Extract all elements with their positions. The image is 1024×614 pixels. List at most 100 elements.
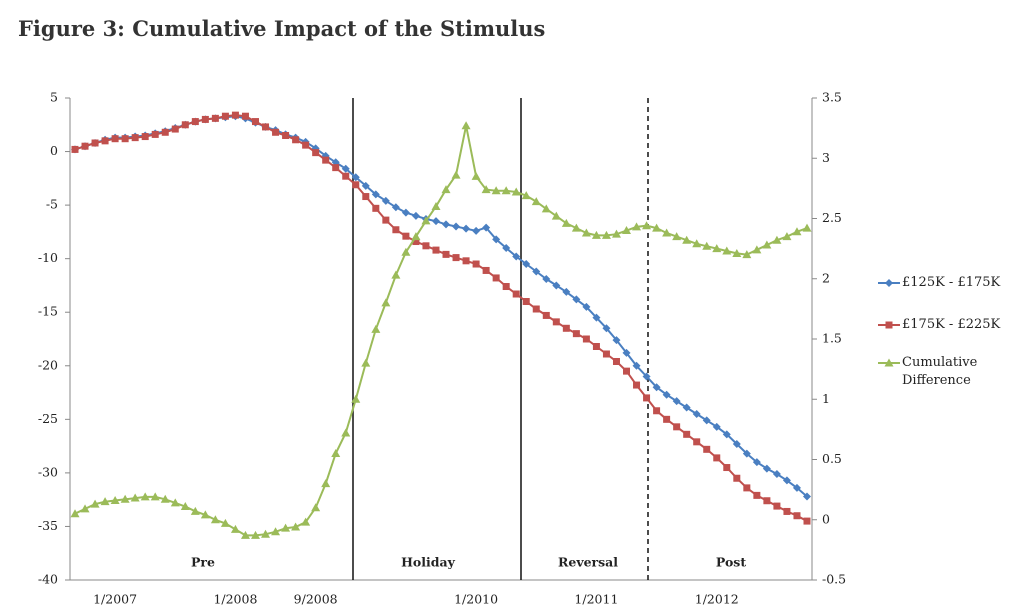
- marker: [552, 318, 560, 326]
- marker: [612, 357, 620, 365]
- marker: [180, 501, 190, 510]
- marker: [802, 223, 812, 232]
- marker: [642, 372, 651, 381]
- marker: [592, 313, 601, 322]
- marker: [612, 336, 621, 345]
- marker: [190, 506, 200, 515]
- marker: [341, 428, 351, 437]
- marker: [150, 492, 160, 501]
- y2-tick-label: -0.5: [822, 572, 846, 587]
- legend-label: £175K - £225K: [902, 317, 1001, 332]
- y-tick-label: -10: [38, 250, 58, 265]
- marker: [292, 136, 300, 144]
- marker: [733, 474, 741, 482]
- marker: [682, 403, 691, 412]
- marker: [803, 492, 811, 501]
- marker: [362, 193, 370, 201]
- marker: [713, 454, 721, 462]
- marker: [482, 266, 490, 274]
- marker: [371, 190, 380, 199]
- marker: [322, 156, 330, 164]
- marker: [250, 530, 260, 539]
- marker: [752, 458, 761, 467]
- marker: [231, 111, 239, 119]
- marker: [361, 358, 371, 367]
- legend-item: £125K - £175K: [878, 274, 1007, 292]
- marker: [703, 445, 711, 453]
- marker: [442, 250, 450, 258]
- marker: [582, 335, 590, 343]
- marker: [581, 228, 591, 237]
- marker: [633, 381, 641, 389]
- marker: [80, 504, 90, 513]
- marker: [402, 232, 410, 240]
- marker: [90, 499, 100, 508]
- y2-tick-label: 2: [822, 270, 830, 285]
- marker: [652, 383, 661, 392]
- marker: [502, 243, 511, 252]
- y2-tick-label: 1.5: [822, 331, 842, 346]
- marker: [622, 226, 632, 235]
- marker: [331, 448, 341, 457]
- marker: [643, 394, 651, 402]
- marker: [512, 290, 520, 298]
- marker: [772, 235, 782, 244]
- marker: [662, 390, 671, 399]
- marker: [571, 223, 581, 232]
- marker: [623, 367, 631, 375]
- marker: [702, 416, 711, 425]
- marker: [391, 270, 401, 279]
- marker: [762, 464, 771, 473]
- marker: [511, 187, 521, 196]
- marker: [592, 342, 600, 350]
- x-tick-label: 1/2012: [695, 592, 739, 607]
- marker: [452, 254, 460, 262]
- marker: [792, 483, 801, 492]
- x-tick-label: 1/2008: [213, 592, 257, 607]
- marker: [722, 246, 732, 255]
- marker: [140, 492, 150, 501]
- y-tick-label: -5: [46, 197, 58, 212]
- marker: [782, 232, 792, 241]
- legend-label: £125K - £175K: [902, 275, 1001, 290]
- marker: [502, 283, 510, 291]
- period-label: Reversal: [558, 555, 618, 570]
- marker: [652, 223, 662, 232]
- marker: [200, 510, 210, 519]
- marker: [301, 517, 311, 526]
- marker: [672, 397, 681, 406]
- marker: [271, 527, 281, 536]
- y-tick-label: -20: [38, 357, 58, 372]
- marker: [101, 137, 109, 145]
- marker: [542, 275, 551, 284]
- marker: [371, 324, 381, 333]
- y-tick-label: -40: [38, 572, 58, 587]
- marker: [121, 135, 129, 143]
- period-label: Post: [716, 555, 746, 570]
- legend-swatch: [878, 358, 900, 367]
- y-tick-label: -25: [38, 411, 58, 426]
- marker: [281, 523, 291, 532]
- marker: [522, 260, 531, 269]
- marker: [622, 348, 631, 357]
- marker: [783, 507, 791, 515]
- marker: [220, 518, 230, 527]
- marker: [772, 469, 781, 478]
- marker: [141, 133, 149, 141]
- marker: [471, 171, 481, 180]
- marker: [732, 248, 742, 257]
- y-tick-label: -30: [38, 464, 58, 479]
- period-label: Holiday: [401, 555, 455, 570]
- marker: [342, 172, 350, 180]
- marker: [382, 216, 390, 224]
- marker: [261, 529, 271, 538]
- marker: [642, 221, 652, 230]
- x-tick-label: 1/2010: [454, 592, 498, 607]
- marker: [160, 494, 170, 503]
- y-tick-label: -15: [38, 304, 58, 319]
- marker: [673, 423, 681, 431]
- marker: [241, 112, 249, 120]
- chart-title: Figure 3: Cumulative Impact of the Stimu…: [18, 16, 546, 41]
- marker: [110, 495, 120, 504]
